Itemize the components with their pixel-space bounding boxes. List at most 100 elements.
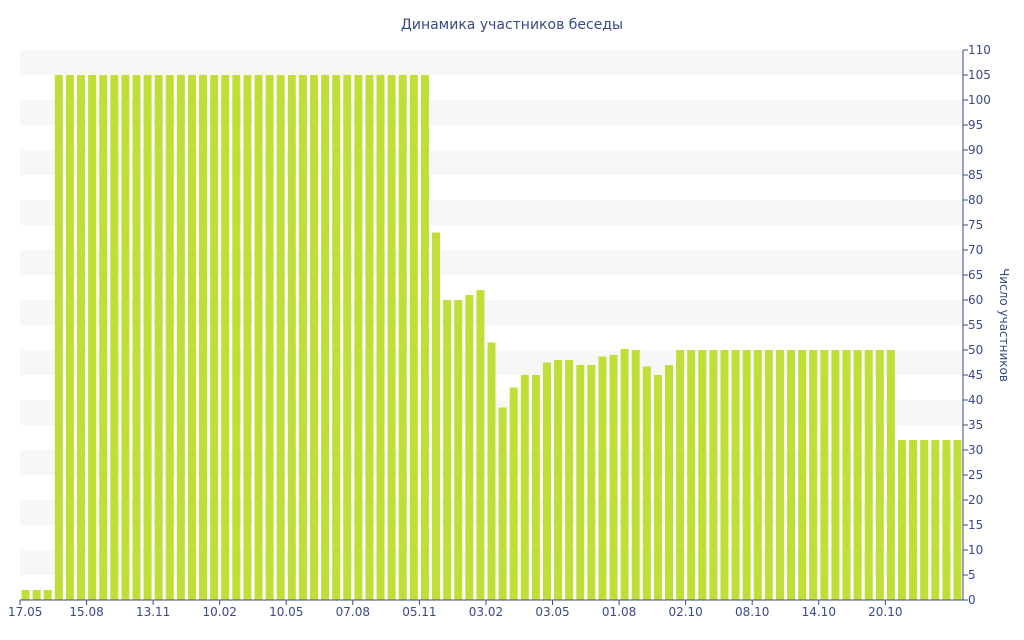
bar xyxy=(753,350,762,600)
x-tick-label: 10.02 xyxy=(203,605,237,619)
y-tick-label: 35 xyxy=(968,418,983,432)
x-tick-label: 14.10 xyxy=(802,605,836,619)
x-tick-label: 05.11 xyxy=(402,605,436,619)
y-tick-label: 20 xyxy=(968,493,983,507)
bar xyxy=(199,75,208,600)
bar xyxy=(32,590,41,600)
bar xyxy=(387,75,396,600)
y-tick-label: 55 xyxy=(968,318,983,332)
bar xyxy=(731,350,740,600)
y-axis-ticks: 0 5 10 15 20 25 30 35 40 45 50 55 60 65 70 75 80 85 90 95 10… xyxy=(963,43,991,607)
y-tick-label: 95 xyxy=(968,118,983,132)
y-tick-label: 45 xyxy=(968,368,983,382)
y-tick-label: 60 xyxy=(968,293,983,307)
bar xyxy=(698,350,707,600)
bar xyxy=(798,350,807,600)
bar xyxy=(21,590,30,600)
bar xyxy=(465,295,474,600)
bar xyxy=(409,75,418,600)
bar xyxy=(665,365,673,600)
bars-group xyxy=(21,75,962,600)
bar xyxy=(565,360,574,600)
grid-band xyxy=(20,50,963,75)
x-tick-label: 10.05 xyxy=(269,605,303,619)
bar xyxy=(154,75,163,600)
bar xyxy=(554,360,563,600)
y-tick-label: 10 xyxy=(968,543,983,557)
bar xyxy=(454,300,463,600)
bar xyxy=(620,349,629,600)
y-tick-label: 100 xyxy=(968,93,991,107)
bar xyxy=(287,75,296,600)
y-tick-label: 105 xyxy=(968,68,991,82)
bar xyxy=(498,407,507,600)
bar xyxy=(54,75,63,600)
y-tick-label: 30 xyxy=(968,443,983,457)
x-tick-label: 08.10 xyxy=(735,605,769,619)
bar xyxy=(398,75,407,600)
bar xyxy=(99,75,108,600)
bar xyxy=(321,75,330,600)
bar xyxy=(221,75,230,600)
bar xyxy=(254,75,263,600)
bar xyxy=(542,362,551,600)
bar xyxy=(343,75,352,600)
bar xyxy=(631,350,640,600)
chart-title: Динамика участников беседы xyxy=(401,17,623,33)
x-tick-label: 20.10 xyxy=(868,605,902,619)
y-tick-label: 5 xyxy=(968,568,976,582)
bar xyxy=(310,75,318,600)
y-tick-label: 75 xyxy=(968,218,983,232)
bar xyxy=(187,75,196,600)
y-tick-label: 70 xyxy=(968,243,983,257)
bar xyxy=(354,75,363,600)
y-axis-label: Число участников xyxy=(997,268,1011,382)
bar xyxy=(764,350,773,600)
bar xyxy=(165,75,174,600)
bar xyxy=(909,440,918,600)
bar xyxy=(210,75,219,600)
bar xyxy=(942,440,951,600)
bar xyxy=(476,290,485,600)
bar xyxy=(520,375,529,600)
bar xyxy=(432,232,441,600)
bar xyxy=(931,440,940,600)
bar xyxy=(920,440,929,600)
bar xyxy=(265,75,274,600)
y-tick-label: 0 xyxy=(968,593,976,607)
y-tick-label: 80 xyxy=(968,193,983,207)
bar xyxy=(121,75,130,600)
x-tick-label: 01.08 xyxy=(602,605,636,619)
bar xyxy=(642,366,651,600)
bar xyxy=(742,350,751,600)
bar xyxy=(43,590,52,600)
x-tick-label: 13.11 xyxy=(136,605,170,619)
bar xyxy=(531,375,540,600)
bar xyxy=(77,75,86,600)
x-tick-label: 15.08 xyxy=(69,605,103,619)
bar xyxy=(720,350,729,600)
bar xyxy=(875,350,884,600)
bar xyxy=(143,75,152,600)
bar xyxy=(687,350,696,600)
bar xyxy=(831,350,840,600)
x-tick-label: 03.05 xyxy=(535,605,569,619)
bar xyxy=(110,75,119,600)
x-tick-label: 03.02 xyxy=(469,605,503,619)
x-axis-ticks: 17.05 15.08 13.11 10.02 10.05 07.08 05.11 03.02… xyxy=(8,600,903,619)
bar xyxy=(787,350,796,600)
bar xyxy=(232,75,241,600)
x-tick-label: 07.08 xyxy=(336,605,370,619)
bar xyxy=(842,350,851,600)
bar xyxy=(598,356,607,600)
bar xyxy=(443,300,452,600)
bar xyxy=(509,387,518,600)
bar xyxy=(775,350,784,600)
y-tick-label: 65 xyxy=(968,268,983,282)
bar xyxy=(864,350,873,600)
bar xyxy=(243,75,252,600)
bar xyxy=(88,75,97,600)
bar xyxy=(587,365,596,600)
bar xyxy=(886,350,895,600)
